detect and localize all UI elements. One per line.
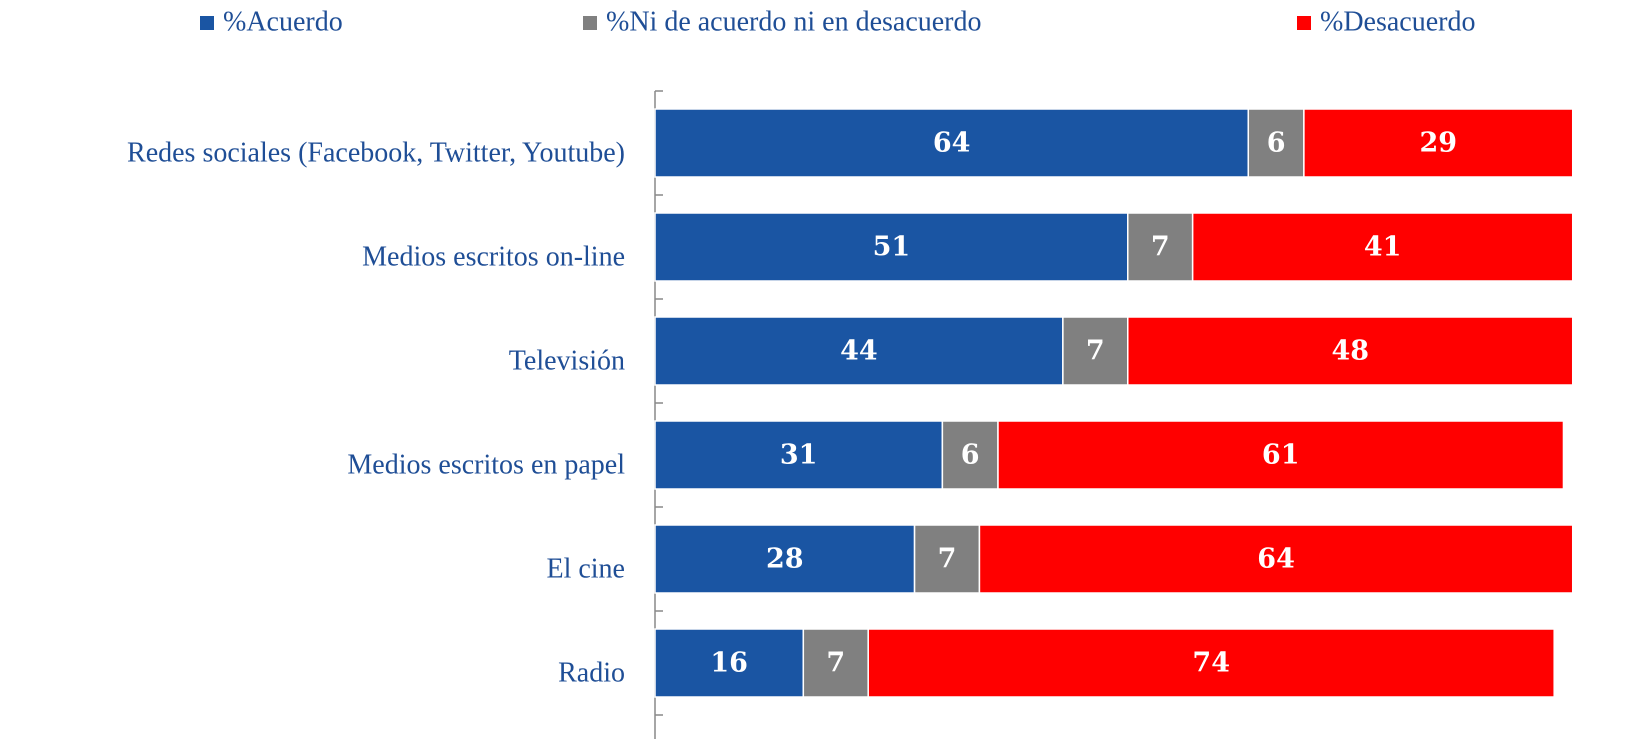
bar-segment bbox=[654, 316, 1064, 386]
bar-segment bbox=[802, 628, 869, 698]
data-label: 41 bbox=[1364, 232, 1402, 263]
legend-label: %Desacuerdo bbox=[1320, 6, 1475, 37]
data-label: 51 bbox=[873, 232, 911, 263]
data-label: 7 bbox=[1151, 232, 1170, 263]
legend-label: %Acuerdo bbox=[223, 6, 343, 37]
bar-segment bbox=[1127, 316, 1574, 386]
category-label: El cine bbox=[546, 553, 625, 584]
legend-label: %Ni de acuerdo ni en desacuerdo bbox=[606, 6, 982, 37]
bar-segment bbox=[867, 628, 1555, 698]
data-label: 28 bbox=[766, 544, 804, 575]
bar-segment bbox=[1191, 212, 1574, 282]
category-label: Televisión bbox=[509, 345, 625, 376]
bar-segment bbox=[1247, 108, 1305, 178]
data-label: 61 bbox=[1262, 440, 1300, 471]
bar-segment bbox=[654, 108, 1250, 178]
bar-segment bbox=[1303, 108, 1574, 178]
bar-segment bbox=[941, 420, 999, 490]
bar-segment bbox=[654, 628, 805, 698]
data-label: 44 bbox=[840, 336, 878, 367]
data-label: 16 bbox=[710, 648, 748, 679]
data-label: 7 bbox=[1086, 336, 1105, 367]
legend-swatch bbox=[583, 16, 597, 30]
category-label: Redes sociales (Facebook, Twitter, Youtu… bbox=[127, 137, 625, 168]
data-label: 6 bbox=[961, 440, 980, 471]
category-label: Radio bbox=[558, 657, 625, 688]
legend-swatch bbox=[1297, 16, 1311, 30]
bar-segment bbox=[913, 524, 981, 594]
data-label: 7 bbox=[938, 544, 957, 575]
data-label: 31 bbox=[780, 440, 818, 471]
data-label: 48 bbox=[1331, 336, 1369, 367]
data-label: 64 bbox=[1257, 544, 1295, 575]
data-label: 6 bbox=[1267, 128, 1286, 159]
bar-segment bbox=[978, 524, 1574, 594]
data-label: 64 bbox=[933, 128, 971, 159]
bar-segment bbox=[1062, 316, 1129, 386]
bar-segment bbox=[654, 524, 916, 594]
legend-swatch bbox=[200, 16, 214, 30]
category-label: Medios escritos on-line bbox=[362, 241, 625, 272]
data-label: 29 bbox=[1420, 128, 1458, 159]
bar-segment bbox=[997, 420, 1565, 490]
data-label: 74 bbox=[1192, 648, 1230, 679]
data-label: 7 bbox=[826, 648, 845, 679]
category-label: Medios escritos en papel bbox=[347, 449, 625, 480]
